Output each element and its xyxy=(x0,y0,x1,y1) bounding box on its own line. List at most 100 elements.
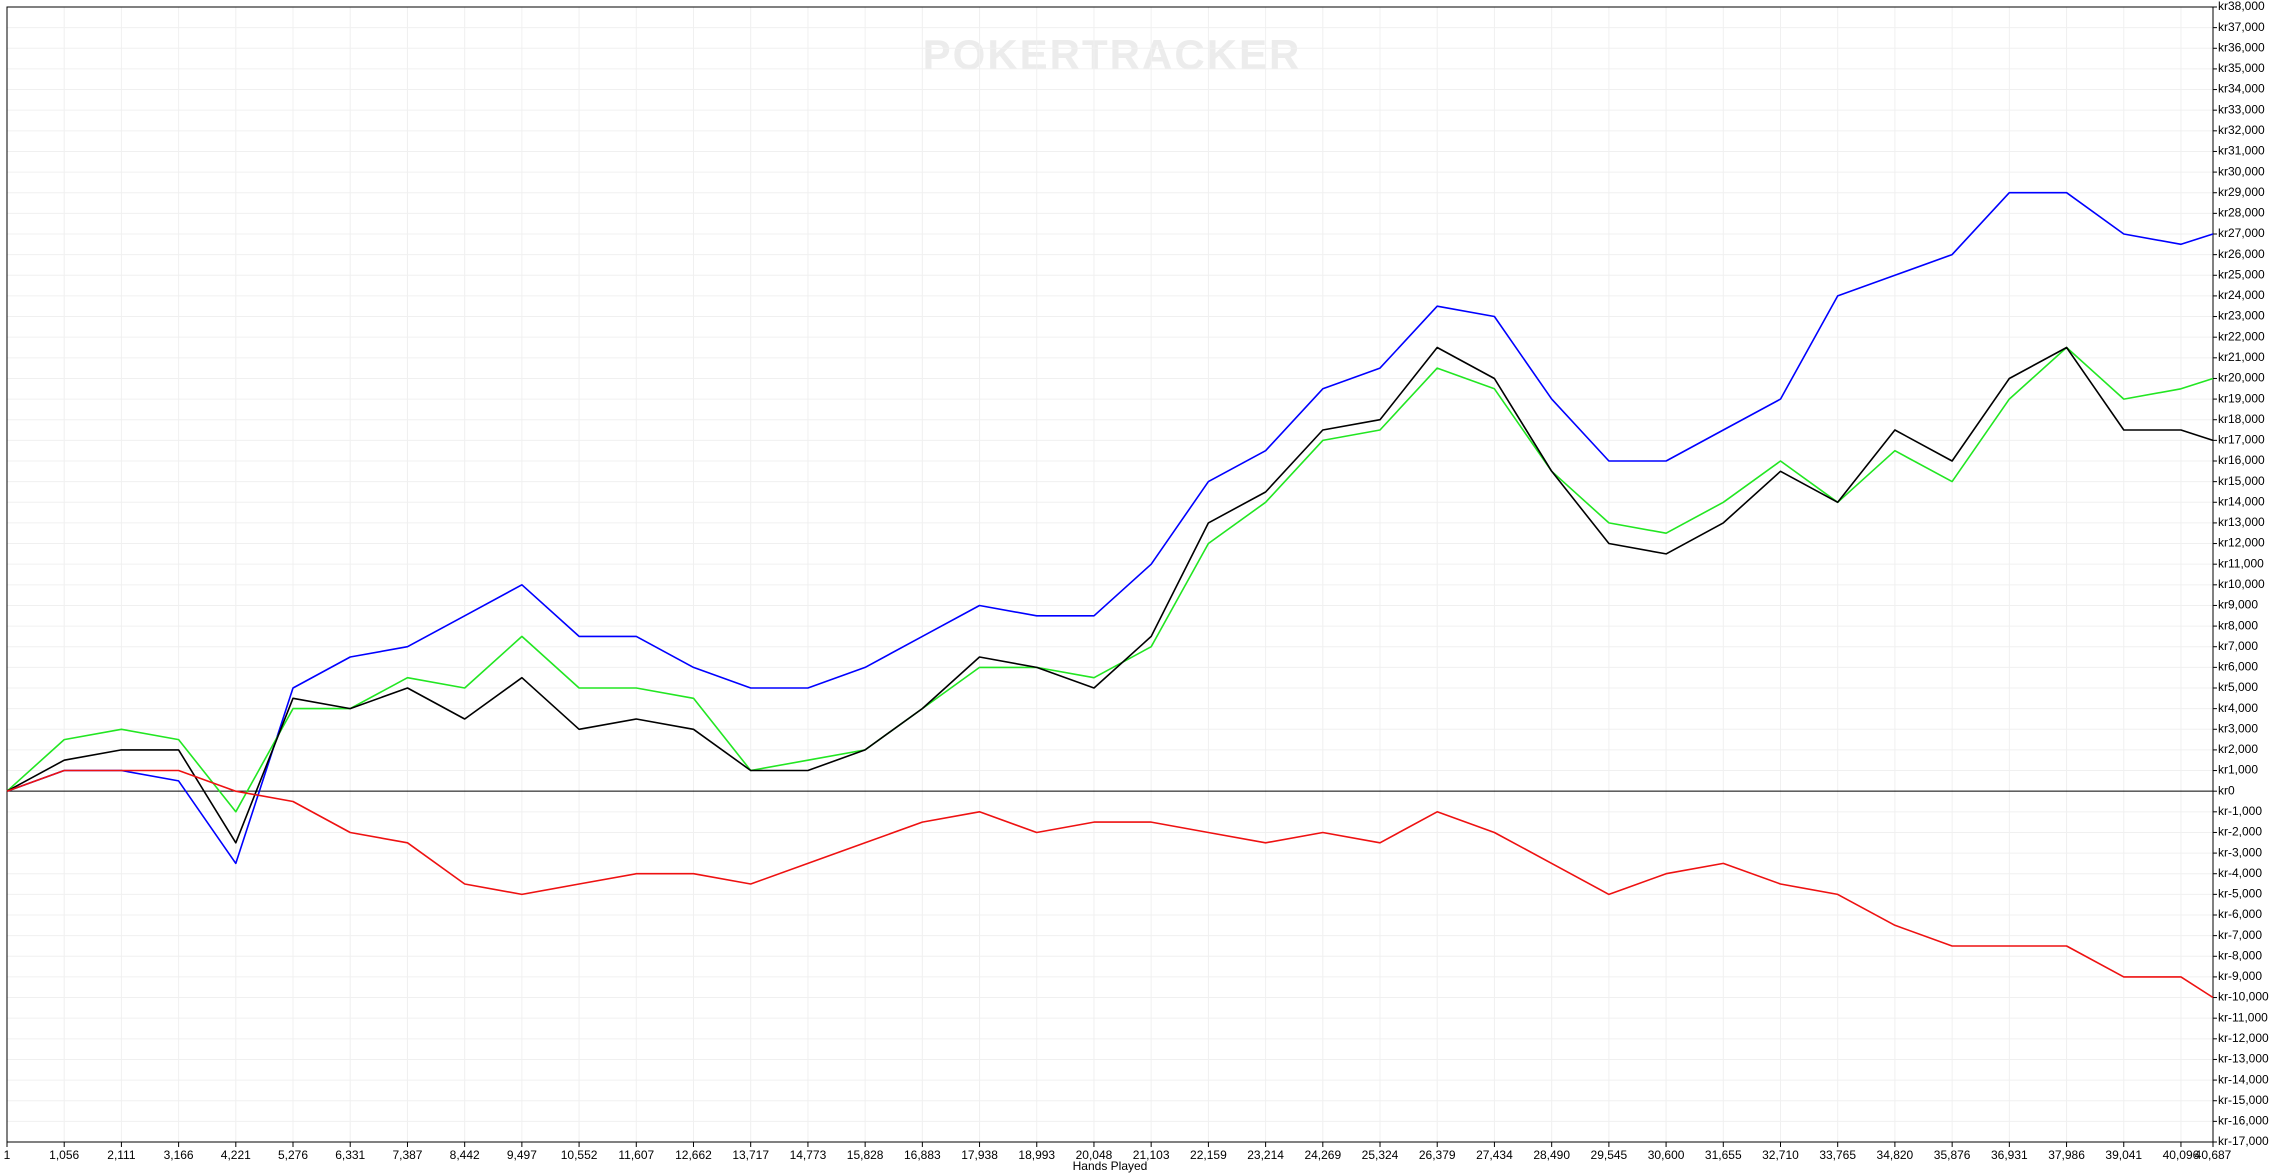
y-tick-label: kr-9,000 xyxy=(2218,969,2262,983)
x-tick-label: 7,387 xyxy=(392,1148,422,1162)
y-tick-label: kr2,000 xyxy=(2218,742,2258,756)
y-tick-label: kr-15,000 xyxy=(2218,1093,2269,1107)
x-tick-label: 37,986 xyxy=(2048,1148,2085,1162)
x-tick-label: 9,497 xyxy=(507,1148,537,1162)
x-tick-label: 30,600 xyxy=(1648,1148,1685,1162)
y-tick-label: kr-6,000 xyxy=(2218,907,2262,921)
series-line xyxy=(6,346,2214,844)
y-tick-label: kr23,000 xyxy=(2218,309,2265,323)
y-tick-label: kr16,000 xyxy=(2218,453,2265,467)
y-tick-label: kr1,000 xyxy=(2218,763,2258,777)
watermark: POKERTRACKER xyxy=(923,31,1302,78)
y-tick-label: kr-13,000 xyxy=(2218,1052,2269,1066)
y-tick-label: kr-2,000 xyxy=(2218,825,2262,839)
x-axis-label: Hands Played xyxy=(1073,1159,1148,1173)
x-tick-label: 40,096 xyxy=(2163,1148,2200,1162)
y-tick-label: kr-12,000 xyxy=(2218,1031,2269,1045)
y-tick-label: kr33,000 xyxy=(2218,102,2265,116)
x-tick-label: 1 xyxy=(4,1148,11,1162)
x-tick-label: 26,379 xyxy=(1419,1148,1456,1162)
x-tick-label: 23,214 xyxy=(1247,1148,1284,1162)
x-tick-label: 32,710 xyxy=(1762,1148,1799,1162)
y-tick-label: kr19,000 xyxy=(2218,391,2265,405)
y-tick-label: kr35,000 xyxy=(2218,61,2265,75)
y-tick-label: kr-16,000 xyxy=(2218,1114,2269,1128)
x-tick-label: 18,993 xyxy=(1018,1148,1055,1162)
y-tick-label: kr38,000 xyxy=(2218,0,2265,13)
y-tick-label: kr21,000 xyxy=(2218,350,2265,364)
y-tick-label: kr28,000 xyxy=(2218,206,2265,220)
y-tick-label: kr-8,000 xyxy=(2218,948,2262,962)
x-tick-label: 34,820 xyxy=(1877,1148,1914,1162)
y-tick-label: kr15,000 xyxy=(2218,474,2265,488)
y-tick-label: kr10,000 xyxy=(2218,577,2265,591)
x-tick-label: 17,938 xyxy=(961,1148,998,1162)
y-tick-label: kr8,000 xyxy=(2218,618,2258,632)
x-tick-label: 15,828 xyxy=(847,1148,884,1162)
y-tick-label: kr22,000 xyxy=(2218,329,2265,343)
y-tick-label: kr-11,000 xyxy=(2218,1010,2268,1024)
x-tick-label: 3,166 xyxy=(164,1148,194,1162)
x-tick-label: 40,687 xyxy=(2195,1148,2232,1162)
x-tick-label: 27,434 xyxy=(1476,1148,1513,1162)
y-tick-label: kr30,000 xyxy=(2218,164,2265,178)
x-tick-label: 35,876 xyxy=(1934,1148,1971,1162)
y-tick-label: kr12,000 xyxy=(2218,536,2265,550)
y-tick-label: kr27,000 xyxy=(2218,226,2265,240)
x-tick-label: 10,552 xyxy=(561,1148,598,1162)
series-line xyxy=(6,769,2214,999)
y-tick-label: kr20,000 xyxy=(2218,371,2265,385)
y-tick-label: kr9,000 xyxy=(2218,598,2258,612)
x-tick-label: 2,111 xyxy=(107,1148,136,1162)
series-line xyxy=(6,346,2214,813)
y-tick-label: kr31,000 xyxy=(2218,144,2265,158)
y-tick-label: kr29,000 xyxy=(2218,185,2265,199)
grid xyxy=(6,6,2214,1143)
y-tick-label: kr17,000 xyxy=(2218,433,2265,447)
x-tick-label: 28,490 xyxy=(1533,1148,1570,1162)
x-tick-label: 8,442 xyxy=(450,1148,480,1162)
y-tick-label: kr-14,000 xyxy=(2218,1072,2269,1086)
x-tick-label: 5,276 xyxy=(278,1148,308,1162)
y-tick-label: kr-17,000 xyxy=(2218,1134,2269,1148)
x-tick-label: 36,931 xyxy=(1991,1148,2028,1162)
y-tick-label: kr0 xyxy=(2218,783,2235,797)
y-tick-label: kr5,000 xyxy=(2218,680,2258,694)
x-tick-label: 20,048 xyxy=(1076,1148,1113,1162)
y-tick-label: kr14,000 xyxy=(2218,494,2265,508)
x-tick-label: 1,056 xyxy=(49,1148,79,1162)
series-line xyxy=(6,191,2214,865)
x-tick-label: 14,773 xyxy=(790,1148,827,1162)
x-tick-label: 24,269 xyxy=(1304,1148,1341,1162)
y-tick-label: kr-1,000 xyxy=(2218,804,2262,818)
y-tick-label: kr32,000 xyxy=(2218,123,2265,137)
y-tick-label: kr24,000 xyxy=(2218,288,2265,302)
x-tick-label: 11,607 xyxy=(618,1148,654,1162)
y-tick-label: kr36,000 xyxy=(2218,40,2265,54)
x-tick-label: 31,655 xyxy=(1705,1148,1742,1162)
y-tick-label: kr7,000 xyxy=(2218,639,2258,653)
y-tick-label: kr26,000 xyxy=(2218,247,2265,261)
y-tick-label: kr6,000 xyxy=(2218,660,2258,674)
y-tick-label: kr3,000 xyxy=(2218,721,2258,735)
x-tick-label: 6,331 xyxy=(335,1148,365,1162)
x-tick-label: 33,765 xyxy=(1819,1148,1856,1162)
y-tick-label: kr13,000 xyxy=(2218,515,2265,529)
y-tick-label: kr-4,000 xyxy=(2218,866,2262,880)
y-tick-label: kr37,000 xyxy=(2218,20,2265,34)
x-tick-label: 25,324 xyxy=(1362,1148,1399,1162)
y-tick-label: kr4,000 xyxy=(2218,701,2258,715)
x-tick-label: 12,662 xyxy=(675,1148,712,1162)
y-tick-label: kr-10,000 xyxy=(2218,990,2269,1004)
y-tick-label: kr18,000 xyxy=(2218,412,2265,426)
x-tick-label: 16,883 xyxy=(904,1148,941,1162)
y-tick-label: kr11,000 xyxy=(2218,556,2264,570)
x-tick-label: 4,221 xyxy=(221,1148,251,1162)
x-tick-label: 39,041 xyxy=(2105,1148,2142,1162)
x-tick-label: 13,717 xyxy=(732,1148,769,1162)
y-tick-label: kr34,000 xyxy=(2218,82,2265,96)
y-tick-label: kr25,000 xyxy=(2218,267,2265,281)
y-tick-label: kr-3,000 xyxy=(2218,845,2262,859)
